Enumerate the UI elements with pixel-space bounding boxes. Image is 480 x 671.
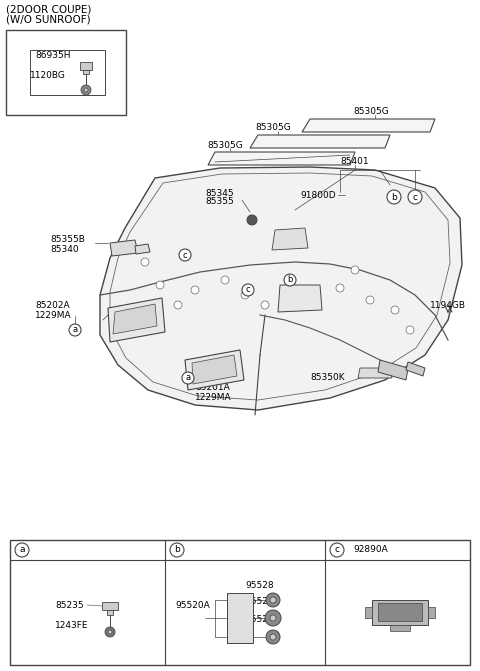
Text: 85340: 85340 bbox=[50, 246, 79, 254]
Circle shape bbox=[266, 630, 280, 644]
Text: 95521: 95521 bbox=[245, 615, 274, 625]
Bar bbox=[30, 50, 105, 95]
Circle shape bbox=[366, 296, 374, 304]
Circle shape bbox=[15, 543, 29, 557]
Text: 1194GB: 1194GB bbox=[430, 301, 466, 311]
Circle shape bbox=[266, 593, 280, 607]
Circle shape bbox=[182, 372, 194, 384]
Polygon shape bbox=[83, 70, 89, 74]
Polygon shape bbox=[208, 152, 355, 165]
Text: (W/O SUNROOF): (W/O SUNROOF) bbox=[6, 15, 91, 25]
Text: 95526: 95526 bbox=[245, 597, 274, 607]
Circle shape bbox=[247, 215, 257, 225]
Text: 85350K: 85350K bbox=[310, 374, 345, 382]
Text: 85202A: 85202A bbox=[35, 301, 70, 309]
Text: 85355B: 85355B bbox=[50, 236, 85, 244]
Circle shape bbox=[270, 615, 276, 621]
Polygon shape bbox=[108, 298, 165, 342]
Text: c: c bbox=[412, 193, 418, 201]
Circle shape bbox=[191, 286, 199, 294]
Text: b: b bbox=[288, 276, 293, 285]
Circle shape bbox=[330, 543, 344, 557]
Polygon shape bbox=[302, 119, 435, 132]
Text: 1229MA: 1229MA bbox=[35, 311, 72, 319]
Text: 91800D: 91800D bbox=[300, 191, 336, 199]
Polygon shape bbox=[135, 244, 150, 254]
Polygon shape bbox=[278, 285, 322, 312]
Circle shape bbox=[156, 281, 164, 289]
Text: 95528: 95528 bbox=[245, 580, 274, 590]
Circle shape bbox=[84, 88, 88, 92]
Text: c: c bbox=[335, 546, 339, 554]
Polygon shape bbox=[107, 610, 113, 615]
Polygon shape bbox=[365, 607, 372, 618]
Bar bbox=[10, 540, 470, 665]
Text: 95520A: 95520A bbox=[175, 601, 210, 609]
Polygon shape bbox=[250, 135, 390, 148]
Polygon shape bbox=[378, 603, 422, 621]
Circle shape bbox=[351, 266, 359, 274]
Polygon shape bbox=[100, 167, 462, 410]
Text: 85201A: 85201A bbox=[195, 384, 230, 393]
Circle shape bbox=[406, 326, 414, 334]
Text: 85305G: 85305G bbox=[207, 140, 243, 150]
Circle shape bbox=[141, 258, 149, 266]
Polygon shape bbox=[428, 607, 435, 618]
Text: (2DOOR COUPE): (2DOOR COUPE) bbox=[6, 5, 91, 15]
Circle shape bbox=[81, 85, 91, 95]
Text: c: c bbox=[183, 250, 187, 260]
Bar bbox=[6, 30, 126, 115]
Circle shape bbox=[242, 284, 254, 296]
Circle shape bbox=[221, 276, 229, 284]
Text: 85401: 85401 bbox=[340, 158, 369, 166]
Polygon shape bbox=[227, 593, 253, 643]
Text: 85345: 85345 bbox=[205, 189, 234, 197]
Circle shape bbox=[179, 249, 191, 261]
Circle shape bbox=[108, 630, 112, 634]
Circle shape bbox=[265, 610, 281, 626]
Text: a: a bbox=[72, 325, 78, 335]
Circle shape bbox=[174, 301, 182, 309]
Text: 1120BG: 1120BG bbox=[30, 70, 66, 79]
Circle shape bbox=[69, 324, 81, 336]
Text: a: a bbox=[185, 374, 191, 382]
Polygon shape bbox=[272, 228, 308, 250]
Text: 85305G: 85305G bbox=[353, 107, 389, 117]
Polygon shape bbox=[390, 625, 410, 631]
Polygon shape bbox=[372, 600, 428, 625]
Circle shape bbox=[261, 301, 269, 309]
Text: 86935H: 86935H bbox=[35, 50, 71, 60]
Text: 85305G: 85305G bbox=[255, 123, 291, 132]
Circle shape bbox=[170, 543, 184, 557]
Circle shape bbox=[270, 597, 276, 603]
Text: 92890A: 92890A bbox=[353, 546, 388, 554]
Polygon shape bbox=[358, 368, 392, 378]
Circle shape bbox=[241, 291, 249, 299]
Polygon shape bbox=[113, 304, 157, 334]
Text: 1229MA: 1229MA bbox=[195, 393, 232, 401]
Polygon shape bbox=[192, 355, 237, 384]
Polygon shape bbox=[406, 362, 425, 376]
Polygon shape bbox=[102, 602, 118, 610]
Circle shape bbox=[336, 284, 344, 292]
Polygon shape bbox=[110, 240, 138, 256]
Polygon shape bbox=[378, 360, 408, 380]
Text: 85355: 85355 bbox=[205, 197, 234, 207]
Text: b: b bbox=[391, 193, 397, 201]
Polygon shape bbox=[80, 62, 92, 70]
Circle shape bbox=[391, 306, 399, 314]
Text: 1243FE: 1243FE bbox=[55, 621, 88, 629]
Circle shape bbox=[408, 190, 422, 204]
Text: c: c bbox=[246, 285, 250, 295]
Circle shape bbox=[270, 634, 276, 640]
Circle shape bbox=[105, 627, 115, 637]
Circle shape bbox=[284, 274, 296, 286]
Text: b: b bbox=[174, 546, 180, 554]
Text: a: a bbox=[19, 546, 25, 554]
Polygon shape bbox=[185, 350, 244, 390]
Text: 85235: 85235 bbox=[55, 601, 84, 609]
Circle shape bbox=[387, 190, 401, 204]
